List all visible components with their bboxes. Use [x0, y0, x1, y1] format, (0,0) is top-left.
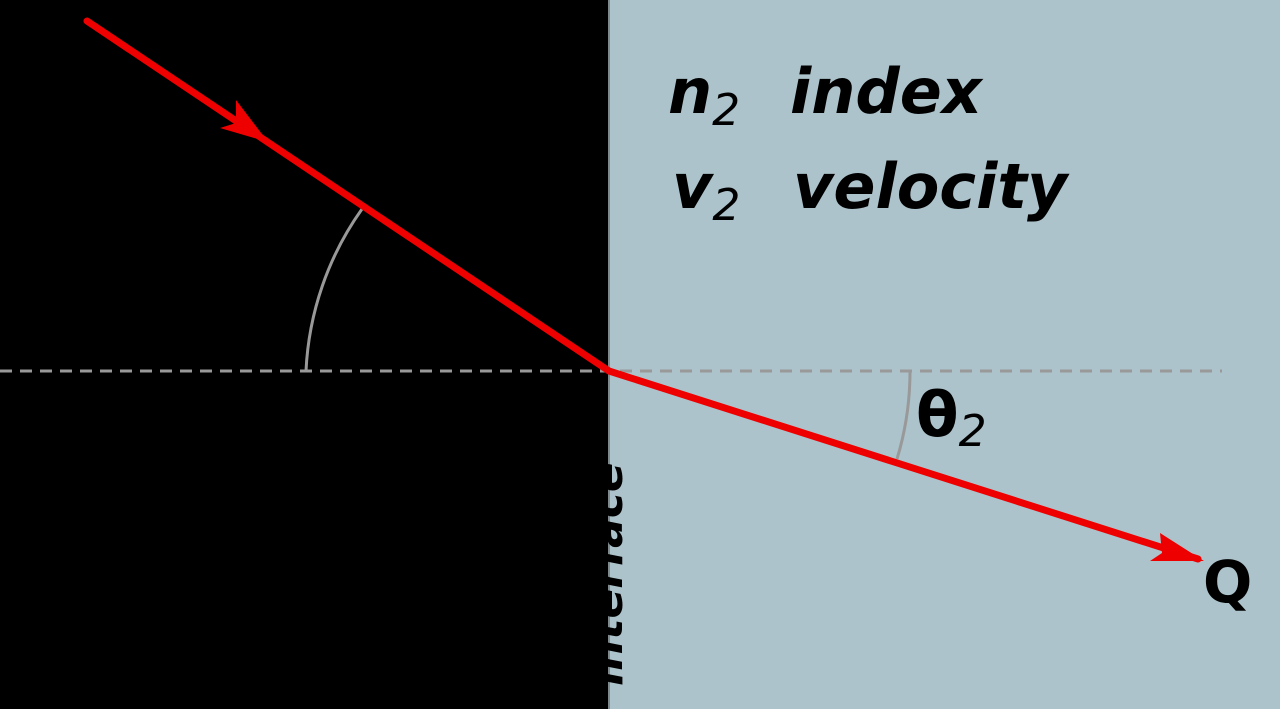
incident-arrowhead: [220, 100, 268, 142]
theta2-symbol: θ: [916, 378, 959, 451]
index-label: index: [790, 55, 984, 128]
svg-text:n2: n2: [668, 55, 740, 136]
svg-text:θ2: θ2: [916, 378, 987, 457]
svg-text:v2: v2: [672, 150, 740, 231]
velocity-symbol: v: [672, 150, 715, 223]
medium-2-region: [609, 0, 1280, 709]
index-subscript: 2: [712, 85, 740, 136]
index-symbol: n: [668, 55, 712, 128]
incident-ray: [83, 17, 613, 375]
incidence-angle-arc: [304, 208, 364, 372]
velocity-subscript: 2: [712, 180, 740, 231]
refracted-arrowhead: [1150, 533, 1204, 561]
theta2-subscript: 2: [959, 406, 987, 457]
point-q-label: Q: [1203, 548, 1252, 616]
velocity-label: velocity: [793, 150, 1070, 223]
medium-1-region: [0, 0, 609, 709]
interface-label: interface: [582, 462, 633, 686]
refraction-angle-arc: [895, 370, 912, 460]
refracted-ray: [605, 367, 1202, 563]
